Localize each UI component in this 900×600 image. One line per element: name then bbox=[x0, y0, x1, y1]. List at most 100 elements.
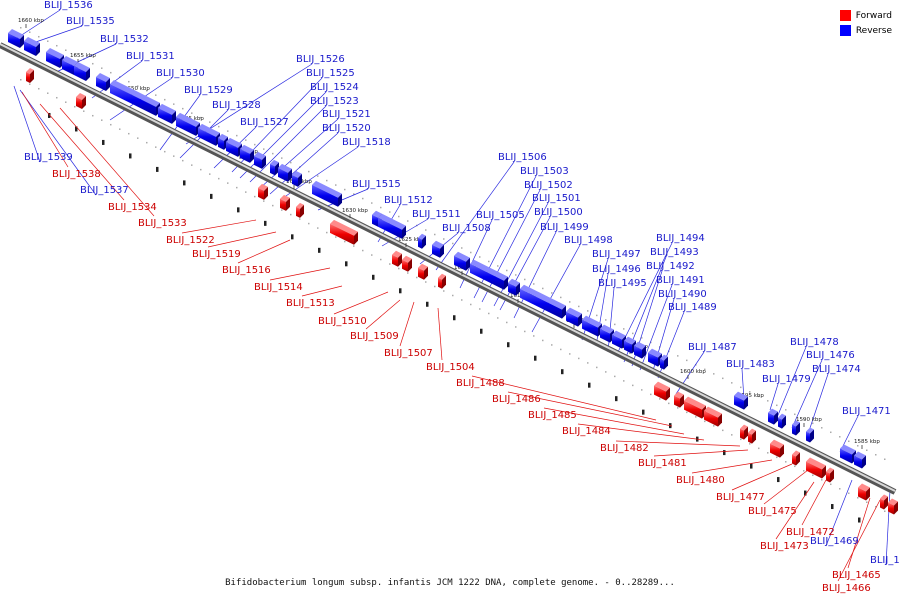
reverse-gene-label[interactable]: BLIJ_1512 bbox=[384, 195, 433, 206]
reverse-gene-label[interactable]: BLIJ_1532 bbox=[100, 34, 149, 45]
reverse-gene-label[interactable]: BLIJ_1526 bbox=[296, 54, 345, 65]
forward-gene-label[interactable]: BLIJ_1538 bbox=[52, 169, 101, 180]
forward-gene-top bbox=[674, 391, 684, 399]
reverse-gene-label[interactable]: BLIJ_1508 bbox=[442, 223, 491, 234]
forward-gene-label[interactable]: BLIJ_1504 bbox=[426, 362, 475, 373]
reverse-gene-label[interactable]: BLIJ_1483 bbox=[726, 359, 775, 370]
reverse-gene-label[interactable]: BLIJ_1521 bbox=[322, 109, 371, 120]
reverse-gene-label[interactable]: BLIJ_1487 bbox=[688, 342, 737, 353]
reverse-gene-label[interactable]: BLIJ_1497 bbox=[592, 249, 641, 260]
reverse-gene-label[interactable]: BLIJ_1529 bbox=[184, 85, 233, 96]
forward-gene-label[interactable]: BLIJ_1480 bbox=[676, 475, 725, 486]
reverse-gene-label[interactable]: BLIJ_1503 bbox=[520, 166, 569, 177]
forward-gene-label[interactable]: BLIJ_1486 bbox=[492, 394, 541, 405]
forward-gene bbox=[748, 432, 752, 444]
reverse-gene-label[interactable]: BLIJ_1535 bbox=[66, 16, 115, 27]
reverse-gene-label[interactable]: BLIJ_1469 bbox=[810, 536, 859, 547]
reverse-gene-label[interactable]: BLIJ_1495 bbox=[598, 278, 647, 289]
forward-gene-label[interactable]: BLIJ_1516 bbox=[222, 265, 271, 276]
forward-gene-label[interactable]: BLIJ_1475 bbox=[748, 506, 797, 517]
track-dot bbox=[191, 112, 193, 114]
reverse-gene bbox=[840, 448, 852, 464]
forward-gene-label[interactable]: BLIJ_1484 bbox=[562, 426, 611, 437]
reverse-gene-label[interactable]: BLIJ_1490 bbox=[658, 289, 707, 300]
reverse-gene-label[interactable]: BLIJ_1523 bbox=[310, 96, 359, 107]
track-dot bbox=[218, 125, 220, 128]
forward-gene bbox=[858, 487, 866, 501]
reverse-gene-side bbox=[516, 282, 520, 296]
reverse-gene-label[interactable]: BLIJ_1474 bbox=[812, 364, 861, 375]
track-dot bbox=[218, 177, 220, 180]
reverse-gene-label[interactable]: BLIJ_1478 bbox=[790, 337, 839, 348]
reverse-gene-label[interactable]: BLIJ_1491 bbox=[656, 275, 705, 286]
forward-gene-label[interactable]: BLIJ_1533 bbox=[138, 218, 187, 229]
reverse-gene-label[interactable]: BLIJ_1515 bbox=[352, 179, 401, 190]
track-dot bbox=[686, 359, 688, 362]
reverse-gene-label[interactable]: BLIJ_1501 bbox=[532, 193, 581, 204]
track-dot bbox=[551, 344, 553, 346]
reverse-gene-label[interactable]: BLIJ_1493 bbox=[650, 247, 699, 258]
track-dot bbox=[614, 375, 616, 378]
forward-gene-label[interactable]: BLIJ_1514 bbox=[254, 282, 303, 293]
reverse-gene-label[interactable]: BLIJ_1499 bbox=[540, 222, 589, 233]
reverse-gene-label[interactable]: BLIJ_1500 bbox=[534, 207, 583, 218]
track-dot bbox=[110, 123, 112, 126]
forward-gene-label[interactable]: BLIJ_1519 bbox=[192, 249, 241, 260]
track-dot bbox=[560, 348, 562, 351]
forward-gene-side bbox=[830, 469, 834, 483]
reverse-gene-label[interactable]: BLIJ_1496 bbox=[592, 264, 641, 275]
forward-gene-label[interactable]: BLIJ_1482 bbox=[600, 443, 649, 454]
forward-gene-label[interactable]: BLIJ_1465 bbox=[832, 570, 881, 581]
reverse-gene-label[interactable]: BLIJ_1536 bbox=[44, 0, 93, 11]
reverse-gene-label[interactable]: BLIJ_1520 bbox=[322, 123, 371, 134]
reverse-gene-label[interactable]: BLIJ_1494 bbox=[656, 233, 705, 244]
reverse-gene-top bbox=[648, 348, 662, 358]
forward-gene-label[interactable]: BLIJ_1481 bbox=[638, 458, 687, 469]
reverse-gene-label[interactable]: BLIJ_1525 bbox=[306, 68, 355, 79]
forward-gene-label[interactable]: BLIJ_1477 bbox=[716, 492, 765, 503]
track-dot bbox=[524, 278, 526, 281]
reverse-gene-label[interactable]: BLIJ_1492 bbox=[646, 261, 695, 272]
forward-gene-label[interactable]: BLIJ_1513 bbox=[286, 298, 335, 309]
forward-gene-label[interactable]: BLIJ_1510 bbox=[318, 316, 367, 327]
reverse-gene-label[interactable]: BLIJ_1531 bbox=[126, 51, 175, 62]
forward-gene-label[interactable]: BLIJ_1472 bbox=[786, 527, 835, 538]
gene-blocks bbox=[8, 28, 898, 515]
reverse-gene-label[interactable]: BLIJ_1505 bbox=[476, 210, 525, 221]
reverse-gene bbox=[176, 116, 196, 136]
reverse-gene-label[interactable]: BLIJ_1537 bbox=[80, 185, 129, 196]
reverse-gene-label[interactable]: BLIJ_1527 bbox=[240, 117, 289, 128]
reverse-gene-label[interactable]: BLIJ_1464 bbox=[870, 555, 900, 566]
forward-gene-label[interactable]: BLIJ_1522 bbox=[166, 235, 215, 246]
reverse-gene-label[interactable]: BLIJ_1489 bbox=[668, 302, 717, 313]
reverse-gene-label[interactable]: BLIJ_1506 bbox=[498, 152, 547, 163]
forward-gene-label[interactable]: BLIJ_1488 bbox=[456, 378, 505, 389]
reverse-gene-label[interactable]: BLIJ_1502 bbox=[524, 180, 573, 191]
reverse-gene-label[interactable]: BLIJ_1479 bbox=[762, 374, 811, 385]
reverse-gene-label[interactable]: BLIJ_1524 bbox=[310, 82, 359, 93]
reverse-gene-label[interactable]: BLIJ_1498 bbox=[564, 235, 613, 246]
forward-leader-line bbox=[181, 219, 257, 234]
reverse-gene-label[interactable]: BLIJ_1518 bbox=[342, 137, 391, 148]
reverse-gene-label[interactable]: BLIJ_1476 bbox=[806, 350, 855, 361]
forward-gene-top bbox=[880, 494, 888, 501]
reverse-gene-label[interactable]: BLIJ_1539 bbox=[24, 152, 73, 163]
forward-gene-label[interactable]: BLIJ_1485 bbox=[528, 410, 577, 421]
forward-gene-label[interactable]: BLIJ_1507 bbox=[384, 348, 433, 359]
reverse-gene-label[interactable]: BLIJ_1530 bbox=[156, 68, 205, 79]
reverse-gene-side bbox=[782, 415, 786, 429]
reverse-gene-label[interactable]: BLIJ_1528 bbox=[212, 100, 261, 111]
forward-gene-top bbox=[770, 439, 784, 449]
genome-caption: Bifidobacterium longum subsp. infantis J… bbox=[225, 578, 675, 588]
track-dot bbox=[542, 339, 544, 342]
track-dot bbox=[29, 31, 31, 33]
track-dot bbox=[857, 445, 859, 447]
reverse-gene-label[interactable]: BLIJ_1471 bbox=[842, 406, 891, 417]
reverse-gene-label[interactable]: BLIJ_1511 bbox=[412, 209, 461, 220]
reverse-gene-top bbox=[582, 315, 602, 328]
forward-gene-label[interactable]: BLIJ_1473 bbox=[760, 541, 809, 552]
forward-gene-label[interactable]: BLIJ_1534 bbox=[108, 202, 157, 213]
forward-gene-label[interactable]: BLIJ_1466 bbox=[822, 583, 871, 594]
forward-gene-label[interactable]: BLIJ_1509 bbox=[350, 331, 399, 342]
reverse-gene-side bbox=[796, 422, 800, 436]
